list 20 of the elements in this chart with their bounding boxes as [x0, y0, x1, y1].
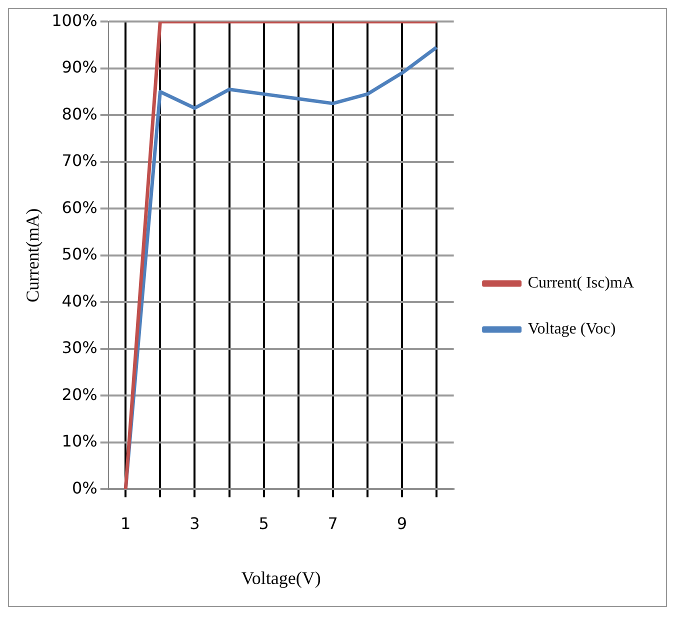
y-tick-label: 10%	[62, 432, 98, 451]
x-tick-label: 9	[396, 514, 408, 533]
x-tick-label: 7	[328, 514, 338, 533]
y-tick-label: 40%	[62, 291, 98, 310]
y-tick-label: 60%	[62, 198, 98, 217]
x-axis-title: Voltage(V)	[241, 568, 321, 588]
y-tick-label: 0%	[72, 478, 98, 498]
y-tick-label: 70%	[62, 151, 98, 170]
y-tick-label: 80%	[62, 104, 98, 124]
y-axis-title: Current(mA)	[22, 208, 43, 302]
legend-label: Voltage (Voc)	[528, 320, 616, 338]
y-tick-label: 20%	[62, 384, 98, 404]
x-tick-label: 5	[258, 514, 269, 533]
legend-label: Current( Isc)mA	[528, 274, 634, 292]
y-tick-label: 30%	[62, 338, 98, 358]
x-tick-label: 3	[190, 514, 200, 533]
y-tick-label: 90%	[62, 58, 98, 77]
y-tick-label: 100%	[52, 10, 98, 30]
y-tick-label: 50%	[62, 244, 98, 264]
x-tick-label: 1	[120, 514, 131, 533]
